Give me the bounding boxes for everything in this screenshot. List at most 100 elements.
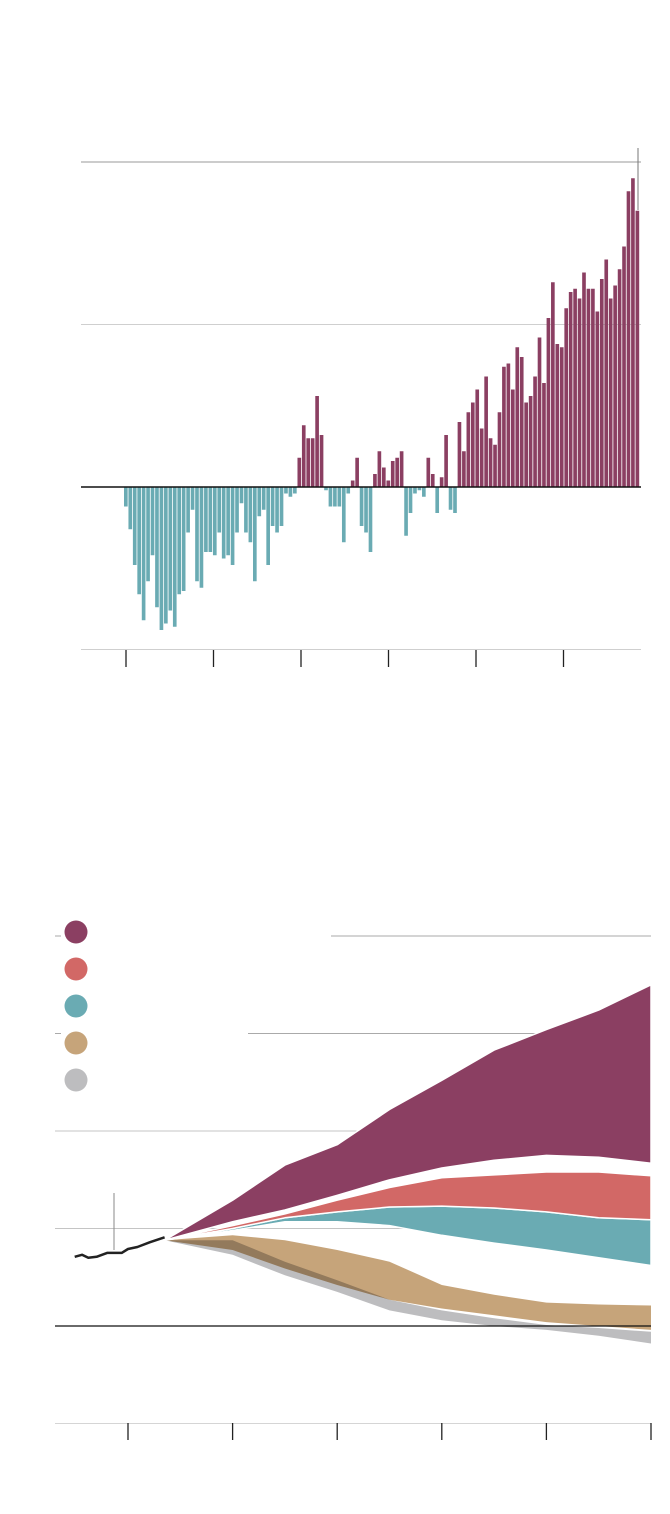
bar-negative (346, 487, 351, 494)
bar-positive (573, 288, 577, 487)
bar-negative (261, 487, 266, 510)
bar-positive (390, 461, 395, 487)
bar-positive (546, 318, 551, 487)
bar-negative (150, 487, 155, 556)
bar-negative (270, 487, 275, 526)
bar-negative (422, 487, 426, 497)
bar-positive (617, 269, 622, 487)
bar-negative (408, 487, 413, 513)
bar-positive (484, 376, 488, 487)
bar-negative (199, 487, 204, 588)
bar-negative (359, 487, 364, 526)
bar-positive (511, 389, 515, 487)
legend-swatch (64, 1031, 88, 1055)
bar-negative (275, 487, 279, 533)
bar-negative (226, 487, 230, 556)
bar-positive (502, 366, 506, 487)
bar-negative (137, 487, 141, 595)
bar-positive (297, 457, 302, 487)
bar-positive (386, 480, 391, 487)
bar-positive (399, 451, 404, 487)
bar-positive (613, 285, 617, 487)
bar-positive (350, 480, 355, 487)
bar-positive (479, 428, 484, 487)
bar-positive (568, 292, 573, 487)
bar-positive (310, 438, 315, 487)
bar-positive (470, 402, 475, 487)
bar-positive (519, 357, 524, 487)
bar-positive (382, 467, 386, 487)
bar-positive (551, 282, 555, 487)
bar-negative (328, 487, 333, 507)
bar-negative (284, 487, 288, 494)
bar-positive (635, 210, 640, 487)
bar-negative (235, 487, 239, 533)
bar-negative (212, 487, 217, 556)
bar-negative (168, 487, 173, 611)
bar-positive (466, 412, 471, 487)
bar-positive (493, 444, 497, 487)
bar-positive (599, 279, 604, 487)
bar-positive (555, 344, 560, 487)
bar-positive (319, 435, 324, 487)
bar-negative (132, 487, 137, 565)
temperature-anomaly-bar-chart (81, 148, 641, 667)
bar-positive (626, 191, 631, 487)
bar-positive (515, 347, 520, 487)
bar-negative (181, 487, 186, 591)
bar-negative (159, 487, 164, 630)
bar-positive (582, 272, 586, 487)
bar-positive (595, 311, 600, 487)
bar-negative (253, 487, 257, 582)
bar-positive (301, 425, 306, 487)
bar-negative (341, 487, 346, 543)
bar-positive (488, 438, 493, 487)
bar-negative (279, 487, 284, 526)
bar-negative (257, 487, 262, 517)
bar-positive (586, 288, 591, 487)
bar-positive (524, 402, 528, 487)
bar-positive (439, 477, 444, 487)
bar-negative (404, 487, 408, 536)
bar-negative (208, 487, 213, 552)
bar-negative (195, 487, 199, 582)
bar-negative (164, 487, 168, 624)
band-scenario-5 (163, 984, 652, 1241)
bar-negative (435, 487, 440, 513)
bar-positive (528, 396, 533, 487)
legend-swatch (64, 957, 88, 981)
legend-swatch (64, 994, 88, 1018)
bar-positive (604, 259, 609, 487)
bar-negative (155, 487, 159, 608)
bar-positive (533, 376, 537, 487)
bar-positive (444, 435, 448, 487)
bar-negative (146, 487, 150, 582)
bar-negative (368, 487, 373, 552)
projection-area-chart (55, 920, 652, 1440)
bar-negative (413, 487, 417, 494)
bar-positive (559, 347, 564, 487)
bar-positive (457, 422, 462, 487)
bar-negative (128, 487, 133, 530)
bar-negative (293, 487, 297, 494)
bar-negative (221, 487, 226, 559)
bar-negative (239, 487, 244, 504)
bar-negative (248, 487, 253, 543)
bar-positive (462, 451, 466, 487)
bar-negative (453, 487, 457, 513)
bar-negative (364, 487, 368, 533)
bar-negative (230, 487, 235, 565)
bar-negative (337, 487, 342, 507)
bar-positive (395, 457, 399, 487)
bar-positive (475, 389, 480, 487)
bar-negative (190, 487, 195, 510)
bar-positive (622, 246, 626, 487)
bar-positive (506, 363, 511, 487)
bar-positive (315, 396, 319, 487)
bar-negative (186, 487, 190, 533)
bar-negative (417, 487, 422, 491)
bar-positive (306, 438, 311, 487)
bar-negative (288, 487, 293, 497)
bar-positive (608, 298, 613, 487)
